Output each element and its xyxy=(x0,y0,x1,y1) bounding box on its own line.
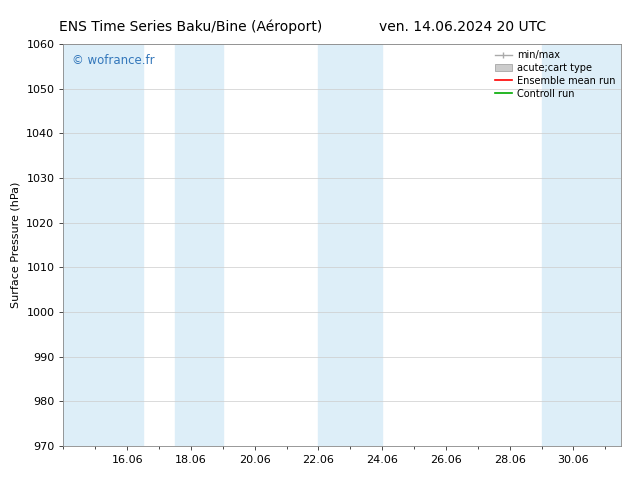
Legend: min/max, acute;cart type, Ensemble mean run, Controll run: min/max, acute;cart type, Ensemble mean … xyxy=(492,47,618,101)
Bar xyxy=(175,44,223,446)
Bar xyxy=(318,44,382,446)
Text: ven. 14.06.2024 20 UTC: ven. 14.06.2024 20 UTC xyxy=(379,20,547,34)
Y-axis label: Surface Pressure (hPa): Surface Pressure (hPa) xyxy=(11,182,21,308)
Text: ENS Time Series Baku/Bine (Aéroport): ENS Time Series Baku/Bine (Aéroport) xyxy=(58,20,322,34)
Bar xyxy=(541,44,621,446)
Bar xyxy=(63,44,143,446)
Text: © wofrance.fr: © wofrance.fr xyxy=(72,54,155,67)
